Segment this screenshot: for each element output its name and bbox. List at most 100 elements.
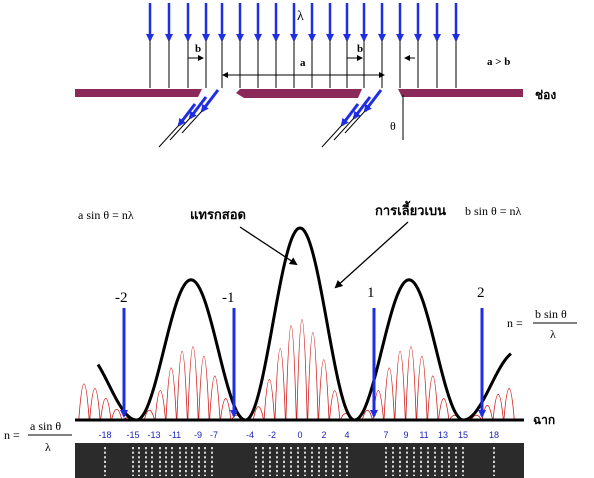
fringe-21 (187, 346, 199, 421)
diffraction-envelope (96, 226, 512, 422)
diffracted-ray-3 (158, 124, 180, 148)
barrier-right (398, 89, 523, 97)
b-label-left: b (195, 43, 201, 55)
fringe-45 (318, 359, 330, 421)
order-label-minus1: -1 (222, 290, 235, 306)
fringe-19 (176, 350, 188, 421)
tick-label: -7 (210, 430, 218, 440)
fringe-39 (285, 325, 297, 421)
formula-n-right: n = b sin θ λ (507, 307, 577, 341)
tick-label: 15 (458, 430, 468, 440)
diffracted-ray-6 (321, 124, 343, 148)
wall-reference-lines (149, 40, 457, 88)
condition-label: a > b (487, 56, 510, 68)
fringe-7 (111, 409, 123, 421)
fringe-33 (252, 406, 264, 421)
fringe-order-ticks: -18 -15 -13 -11 -9 -7 -4 -2 0 2 4 7 9 11 13 15 18 (98, 430, 499, 440)
tick-label: -11 (169, 430, 181, 440)
formula-b-label: b sin θ = nλ (465, 204, 522, 218)
tick-label: 11 (419, 430, 428, 440)
fringe-41 (296, 319, 308, 421)
incident-wave-arrows (146, 3, 460, 42)
order-markers: -2 -1 1 2 (115, 285, 486, 418)
fringe-79 (503, 388, 515, 421)
tick-label: -15 (126, 430, 139, 440)
dimension-b-left: b (188, 43, 204, 61)
screen-label: ฉาก (533, 413, 555, 427)
diffracted-rays (158, 89, 383, 148)
tick-label: 4 (344, 430, 349, 440)
slit-barrier (75, 89, 523, 98)
b-label-right: b (357, 43, 363, 55)
fringe-13 (143, 409, 155, 421)
wavelength-label: λ (297, 9, 304, 24)
diffracted-arrow-1 (200, 89, 220, 113)
n-right-lhs: n = (507, 316, 523, 330)
diffracted-ray-2 (169, 117, 191, 141)
diffraction-label: การเลี้ยวเบน (375, 200, 446, 218)
barrier-middle (236, 89, 362, 98)
barrier-left (75, 89, 202, 97)
fringe-67 (438, 398, 450, 421)
diffracted-ray-5 (333, 117, 355, 141)
fringe-5 (100, 397, 112, 421)
fringe-59 (394, 350, 406, 421)
tick-label: -2 (268, 430, 276, 440)
fringe-43 (307, 332, 319, 421)
order-label-2: 2 (477, 285, 485, 301)
tick-label: 2 (321, 430, 326, 440)
diffracted-ray-1 (181, 110, 203, 134)
interference-fringes (78, 319, 515, 421)
diffracted-ray-4 (344, 110, 366, 134)
fringe-1 (78, 383, 90, 421)
fringe-77 (492, 394, 504, 421)
diffracted-arrow-3 (177, 103, 197, 127)
fringe-3 (89, 388, 101, 421)
tick-label: 7 (383, 430, 388, 440)
tick-label: 13 (438, 430, 448, 440)
tick-label: 18 (489, 430, 499, 440)
diffracted-arrow-6 (340, 103, 360, 127)
formula-n-left: n = a sin θ λ (4, 419, 72, 454)
diffraction-pointer (334, 221, 409, 289)
fringe-27 (220, 398, 232, 421)
fringe-23 (198, 355, 210, 421)
tick-label: -9 (194, 430, 202, 440)
fringe-47 (329, 390, 341, 421)
interference-pointer (239, 226, 298, 266)
dimension-a: a (222, 57, 385, 78)
n-left-denominator: λ (45, 440, 51, 454)
fringe-75 (481, 405, 493, 421)
slit-label: ช่อง (535, 88, 556, 102)
diffracted-arrow-4 (363, 89, 383, 113)
theta-label: θ (390, 119, 396, 133)
tick-label: -4 (246, 430, 254, 440)
film-spots (104, 447, 495, 476)
dimension-b-right: b (347, 43, 415, 61)
fringe-17 (165, 367, 177, 421)
order-label-minus2: -2 (115, 290, 128, 306)
diffracted-arrow-5 (352, 96, 372, 120)
order-label-1: 1 (367, 285, 375, 301)
a-label: a (300, 57, 306, 69)
fringe-37 (274, 348, 286, 421)
interference-label: แทรกสอด (190, 207, 246, 222)
formula-a-label: a sin θ = nλ (78, 208, 134, 222)
n-left-lhs: n = (4, 428, 20, 442)
fringe-15 (154, 390, 166, 421)
n-right-numerator: b sin θ (535, 307, 567, 321)
tick-label: 9 (403, 430, 408, 440)
fringe-25 (209, 375, 221, 421)
tick-label: -13 (147, 430, 160, 440)
fringe-35 (263, 379, 275, 421)
fringe-57 (383, 367, 395, 421)
fringe-61 (405, 346, 417, 421)
fringe-63 (416, 355, 428, 421)
diffracted-arrow-2 (188, 96, 208, 120)
n-right-denominator: λ (550, 327, 556, 341)
n-left-numerator: a sin θ (30, 419, 61, 433)
tick-label: 0 (297, 430, 302, 440)
fringe-65 (427, 375, 439, 421)
tick-label: -18 (98, 430, 111, 440)
